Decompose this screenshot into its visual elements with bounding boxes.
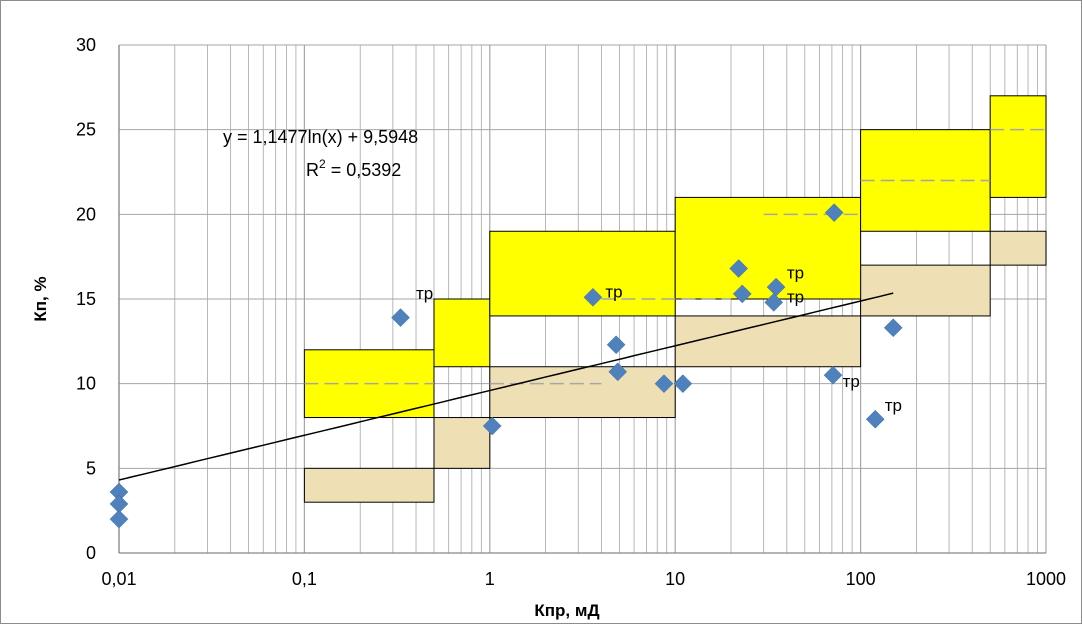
data-point: [824, 203, 844, 222]
data-point: [654, 374, 674, 394]
x-tick-label: 1: [485, 569, 495, 589]
x-tick-label: 10: [665, 569, 685, 589]
y-tick-label: 30: [76, 35, 96, 55]
r-squared-prefix: R: [306, 160, 319, 180]
trendline: [118, 292, 894, 481]
r-squared-value: = 0,5392: [326, 160, 402, 180]
data-point: [823, 365, 843, 385]
data-point: [865, 409, 885, 429]
tan-range-box: [674, 315, 862, 368]
y-axis-title: Кп, %: [31, 276, 50, 321]
r-squared-label: R2 = 0,5392: [306, 157, 401, 180]
data-point: [764, 293, 784, 312]
tan-range-box: [303, 467, 435, 503]
y-tick-label: 0: [86, 543, 96, 563]
trendline-equation: y = 1,1477ln(x) + 9,5948: [223, 127, 418, 147]
data-point: [766, 277, 786, 297]
yellow-range-box: [989, 95, 1047, 198]
data-point: [608, 362, 628, 382]
x-tick-label: 0,1: [292, 569, 317, 589]
point-annotation: тр: [605, 282, 622, 301]
tan-range-box: [489, 366, 676, 419]
y-tick-label: 10: [76, 374, 96, 394]
r-squared-superscript: 2: [319, 157, 326, 171]
data-point: [482, 416, 502, 436]
data-point: [606, 335, 626, 355]
point-annotation: тр: [787, 264, 804, 283]
point-annotation: тр: [416, 284, 433, 303]
point-annotation: тр: [885, 396, 902, 415]
data-point: [673, 374, 693, 394]
tan-range-box: [989, 230, 1047, 266]
data-point: [109, 509, 129, 529]
trendline-path: [118, 292, 894, 481]
x-tick-label: 1000: [1026, 569, 1066, 589]
data-point: [883, 318, 903, 338]
point-annotation: тр: [843, 372, 860, 391]
tan-range-box: [860, 264, 991, 317]
data-point: [583, 287, 603, 307]
y-tick-label: 25: [76, 120, 96, 140]
dashed-lines: [304, 128, 1046, 385]
data-points: [109, 203, 903, 529]
yellow-range-box: [489, 230, 676, 317]
x-tick-label: 100: [846, 569, 876, 589]
y-tick-label: 20: [76, 204, 96, 224]
y-tick-label: 15: [76, 289, 96, 309]
y-tick-label: 5: [86, 458, 96, 478]
data-point: [732, 284, 752, 304]
yellow-range-box: [433, 298, 491, 368]
point-annotations: тр тр тр тр тр тр: [416, 264, 902, 415]
point-annotation: тр: [787, 287, 804, 306]
x-axis-title: Кпр, мД: [534, 601, 599, 620]
data-point: [729, 259, 749, 278]
x-tick-label: 0,01: [101, 569, 136, 589]
tick-labels: 0,01 0,1 1 10 100 1000 0 5 10 15 20 25 30: [76, 35, 1066, 589]
data-point: [391, 308, 410, 327]
tan-range-box: [433, 417, 491, 469]
